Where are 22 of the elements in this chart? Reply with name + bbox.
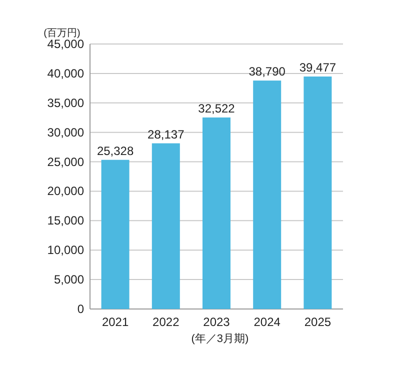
data-label: 32,522 (198, 101, 236, 116)
y-tick-label: 30,000 (47, 125, 84, 140)
y-tick-label: 35,000 (47, 96, 84, 110)
y-tick-label: 0 (77, 302, 84, 316)
y-tick-label: 20,000 (47, 184, 84, 198)
y-tick-label: 15,000 (47, 214, 84, 228)
y-axis-title: (百万円) (44, 28, 80, 39)
y-tick-label: 5,000 (54, 272, 84, 287)
x-tick-label: 2025 (304, 315, 332, 329)
y-tick-label: 40,000 (47, 66, 84, 80)
x-axis-title: (年／3月期) (191, 333, 249, 345)
data-label: 39,477 (299, 60, 336, 75)
x-tick-label: 2024 (254, 315, 281, 329)
data-label: 38,790 (248, 64, 286, 79)
data-label: 25,328 (96, 144, 134, 158)
y-tick-label: 25,000 (47, 154, 84, 169)
data-label: 28,137 (148, 127, 185, 142)
x-tick-label: 2022 (152, 315, 180, 329)
y-tick-label: 45,000 (47, 37, 84, 51)
y-tick-label: 10,000 (47, 243, 84, 258)
x-tick-label: 2021 (102, 315, 129, 329)
x-tick-label: 2023 (203, 315, 230, 329)
